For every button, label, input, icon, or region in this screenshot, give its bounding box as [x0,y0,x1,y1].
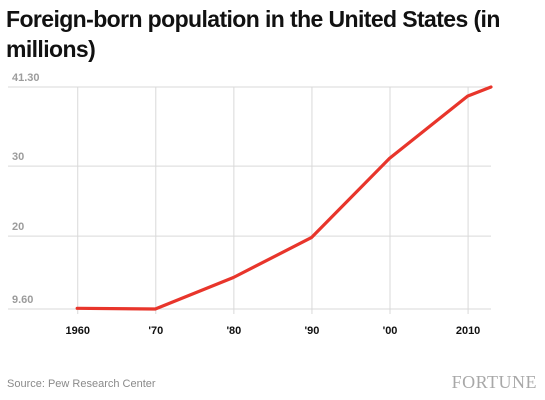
y-tick-label: 30 [12,151,24,163]
fortune-logo: FORTUNE [451,372,537,392]
gridlines [8,86,491,314]
x-tick-label: '90 [305,325,320,337]
y-tick-label: 9.60 [12,294,33,306]
series-line [75,85,493,311]
y-tick-label: 20 [12,221,24,233]
x-tick-label: 2010 [456,325,480,337]
x-tick-label: '00 [383,325,398,337]
x-axis: 1960 '70 '80 '90 '00 2010 [65,325,480,337]
x-tick-label: '70 [148,325,163,337]
x-tick-label: '80 [226,325,241,337]
series-layer [75,85,493,311]
x-tick-label: 1960 [65,325,89,337]
source-note: Source: Pew Research Center [7,378,156,390]
y-axis: 41.30 30 20 9.60 [12,72,40,306]
chart-title: Foreign-born population in the United St… [6,6,500,62]
y-tick-label: 41.30 [12,72,40,84]
